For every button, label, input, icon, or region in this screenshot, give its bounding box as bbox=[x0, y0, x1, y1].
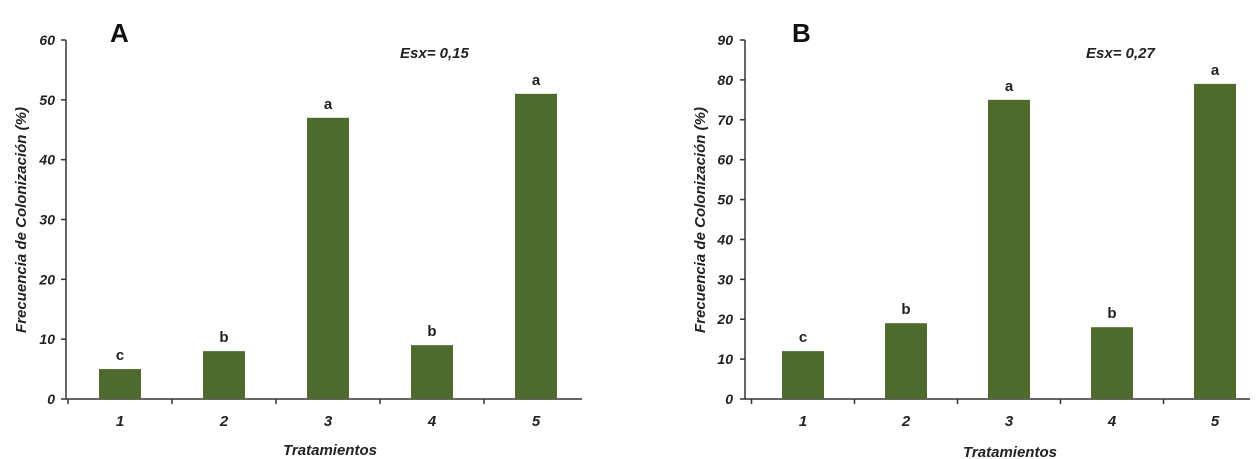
y-tick-label: 90 bbox=[717, 32, 733, 48]
y-tick-label: 50 bbox=[39, 92, 55, 108]
bar-significance-label: b bbox=[901, 301, 910, 318]
chart-annotation: Esx= 0,15 bbox=[400, 45, 469, 62]
bar-significance-label: a bbox=[532, 72, 541, 89]
y-tick-label: 30 bbox=[717, 271, 733, 287]
y-tick-label: 30 bbox=[39, 212, 55, 228]
panel-letter: B bbox=[792, 18, 811, 48]
x-tick-label: 5 bbox=[1211, 413, 1220, 430]
bar-significance-label: b bbox=[1107, 305, 1116, 322]
bar bbox=[515, 93, 557, 399]
bar bbox=[99, 369, 141, 399]
y-tick-label: 40 bbox=[38, 152, 55, 168]
bar-significance-label: a bbox=[1005, 78, 1014, 95]
x-tick-label: 4 bbox=[1107, 413, 1117, 430]
bar bbox=[203, 351, 245, 399]
x-axis-title: Tratamientos bbox=[283, 442, 377, 459]
y-tick-label: 80 bbox=[717, 72, 733, 88]
bar-significance-label: a bbox=[1211, 62, 1220, 79]
y-tick-label: 20 bbox=[716, 311, 733, 327]
x-tick-label: 3 bbox=[324, 413, 333, 430]
y-tick-label: 50 bbox=[717, 192, 733, 208]
x-tick-label: 5 bbox=[532, 413, 541, 430]
y-tick-label: 10 bbox=[717, 351, 733, 367]
x-tick-label: 1 bbox=[799, 413, 807, 430]
chart-panel-b: B Esx= 0,27 Tratamientos Frecuencia de C… bbox=[692, 18, 1250, 459]
y-tick-label: 60 bbox=[39, 32, 55, 48]
y-tick-label: 40 bbox=[716, 231, 733, 247]
bar-significance-label: c bbox=[116, 347, 124, 364]
y-axis-title: Frecuencia de Colonización (%) bbox=[692, 107, 709, 333]
chart-panel-a: A Esx= 0,15 Tratamientos Frecuencia de C… bbox=[13, 18, 582, 459]
bar bbox=[1091, 327, 1133, 399]
bar bbox=[885, 323, 927, 399]
x-tick-label: 2 bbox=[219, 413, 229, 430]
y-tick-label: 0 bbox=[725, 391, 733, 407]
chart-annotation: Esx= 0,27 bbox=[1086, 45, 1155, 62]
y-tick-label: 0 bbox=[47, 391, 55, 407]
x-tick-label: 4 bbox=[427, 413, 437, 430]
y-axis-title: Frecuencia de Colonización (%) bbox=[13, 107, 30, 333]
bar-significance-label: b bbox=[219, 329, 228, 346]
y-tick-label: 10 bbox=[39, 331, 55, 347]
x-axis-title: Tratamientos bbox=[963, 444, 1057, 459]
bar bbox=[411, 345, 453, 399]
y-tick-label: 70 bbox=[717, 112, 733, 128]
bar bbox=[988, 99, 1030, 399]
x-tick-label: 2 bbox=[901, 413, 911, 430]
x-tick-label: 3 bbox=[1005, 413, 1014, 430]
bar-significance-label: b bbox=[427, 323, 436, 340]
x-tick-label: 1 bbox=[116, 413, 124, 430]
y-tick-label: 60 bbox=[717, 152, 733, 168]
bar-significance-label: c bbox=[799, 329, 807, 346]
panel-letter: A bbox=[110, 18, 129, 48]
bar-significance-label: a bbox=[324, 96, 333, 113]
bar bbox=[1194, 83, 1236, 399]
bar bbox=[307, 117, 349, 400]
bar bbox=[782, 351, 824, 399]
y-tick-label: 20 bbox=[38, 271, 55, 287]
